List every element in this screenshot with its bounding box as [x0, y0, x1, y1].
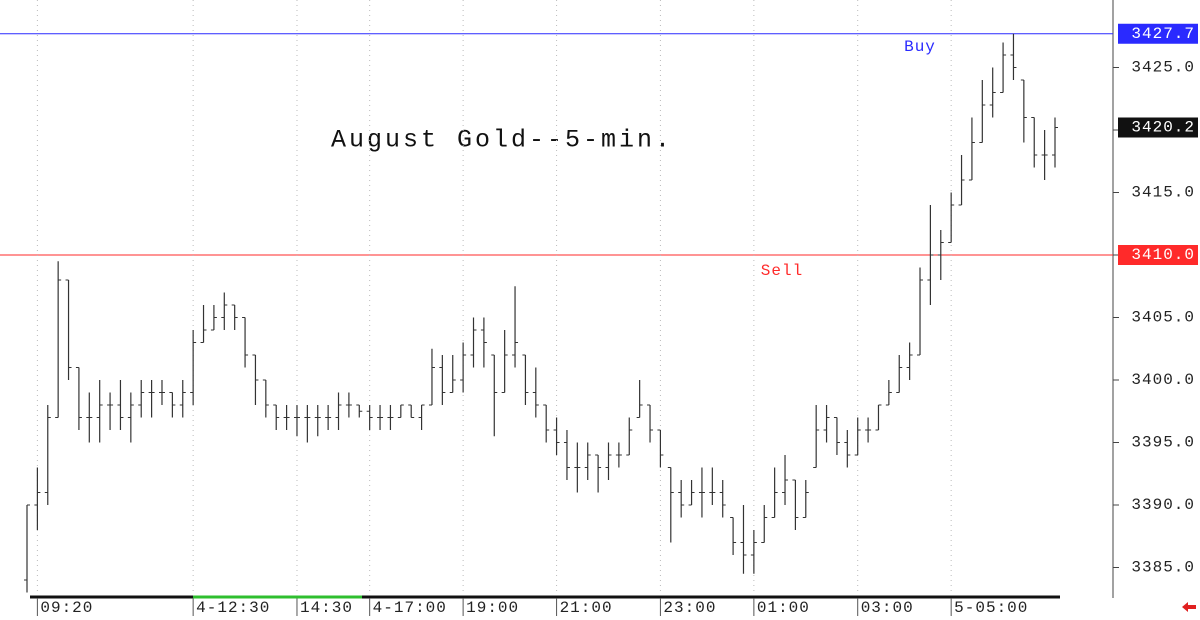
y-tick-label: 3395.0: [1131, 434, 1195, 452]
annotation: Sell: [761, 262, 803, 280]
annotation: Buy: [904, 38, 936, 56]
scroll-arrow[interactable]: [1182, 602, 1196, 612]
x-tick-label: 03:00: [861, 599, 914, 617]
x-tick-label: 4-17:00: [373, 599, 447, 617]
price-line-label: 3427.7: [1131, 25, 1195, 43]
price-line-box: [1118, 245, 1198, 265]
price-line-box: [1118, 23, 1198, 44]
x-tick-label: 14:30: [300, 599, 353, 617]
x-tick-label: 21:00: [560, 599, 613, 617]
x-tick-label: 5-05:00: [954, 599, 1028, 617]
chart-title: August Gold--5-min.: [331, 126, 673, 155]
x-tick-label: 4-12:30: [196, 599, 270, 617]
x-tick-label: 19:00: [466, 599, 519, 617]
y-tick-label: 3415.0: [1131, 184, 1195, 202]
last-price-label: 3420.2: [1131, 119, 1195, 137]
x-tick-label: 09:20: [40, 599, 93, 617]
y-tick-label: 3405.0: [1131, 309, 1195, 327]
last-price-box: [1118, 117, 1198, 138]
x-tick-label: 01:00: [757, 599, 810, 617]
y-tick-label: 3400.0: [1131, 371, 1195, 389]
y-tick-label: 3390.0: [1131, 496, 1195, 514]
y-tick-label: 3425.0: [1131, 59, 1195, 77]
price-line-label: 3410.0: [1131, 246, 1195, 264]
x-tick-label: 23:00: [663, 599, 716, 617]
y-tick-label: 3385.0: [1131, 559, 1195, 577]
